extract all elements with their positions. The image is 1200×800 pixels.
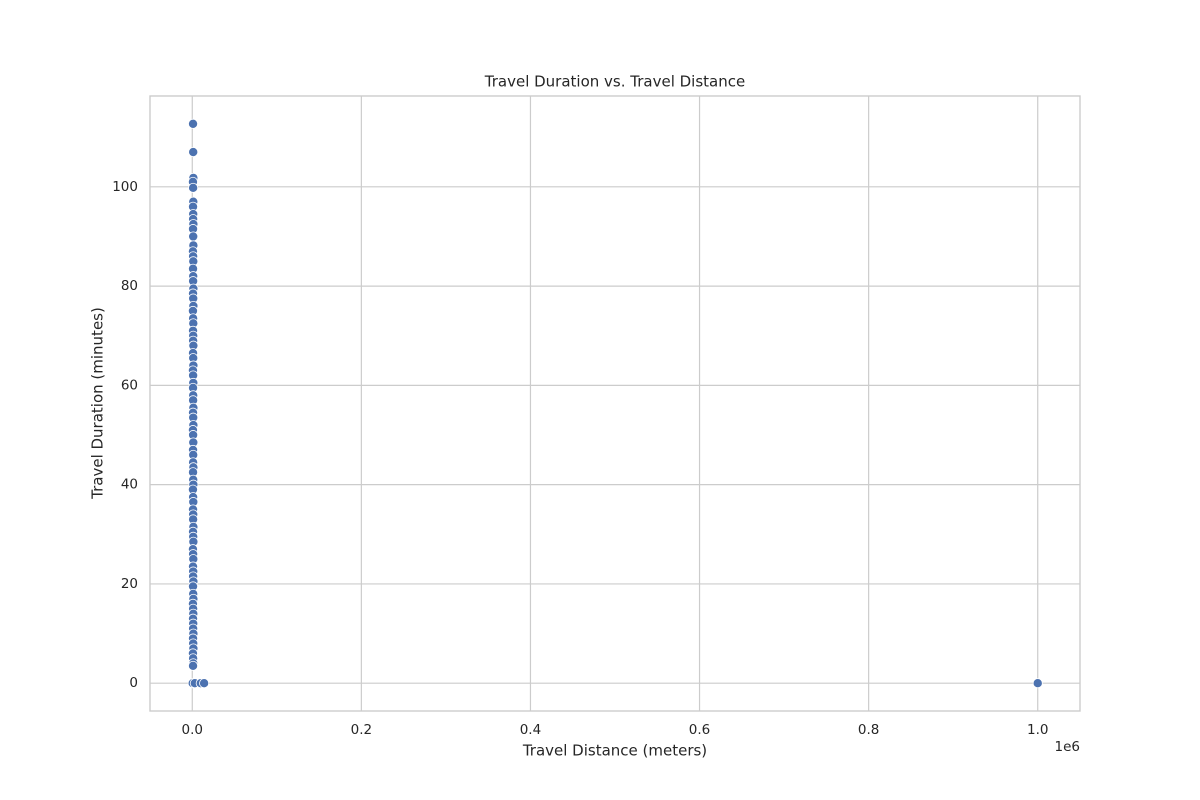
x-axis-label: Travel Distance (meters) [522,742,707,760]
x-tick-label: 0.4 [520,722,541,738]
scatter-point [199,678,210,689]
scatter-point [188,231,199,242]
scatter-point [188,147,199,158]
scatter-point [188,118,199,129]
y-tick-label: 80 [121,278,138,294]
scatter-point [188,660,199,671]
x-tick-label: 0.8 [858,722,879,738]
x-tick-label: 0.6 [689,722,710,738]
x-tick-label: 1.0 [1027,722,1048,738]
y-tick-label: 0 [129,675,138,691]
y-axis-label: Travel Duration (minutes) [89,307,107,500]
scatter-point [1032,678,1043,689]
y-tick-label: 20 [121,576,138,592]
y-tick-label: 100 [112,179,138,195]
x-offset-label: 1e6 [1055,739,1080,755]
chart-title: Travel Duration vs. Travel Distance [484,73,745,91]
scatter-point [188,182,199,193]
x-tick-label: 0.2 [351,722,372,738]
x-tick-label: 0.0 [182,722,203,738]
y-tick-label: 40 [121,477,138,493]
plot-frame [149,95,1081,712]
y-tick-label: 60 [121,377,138,393]
